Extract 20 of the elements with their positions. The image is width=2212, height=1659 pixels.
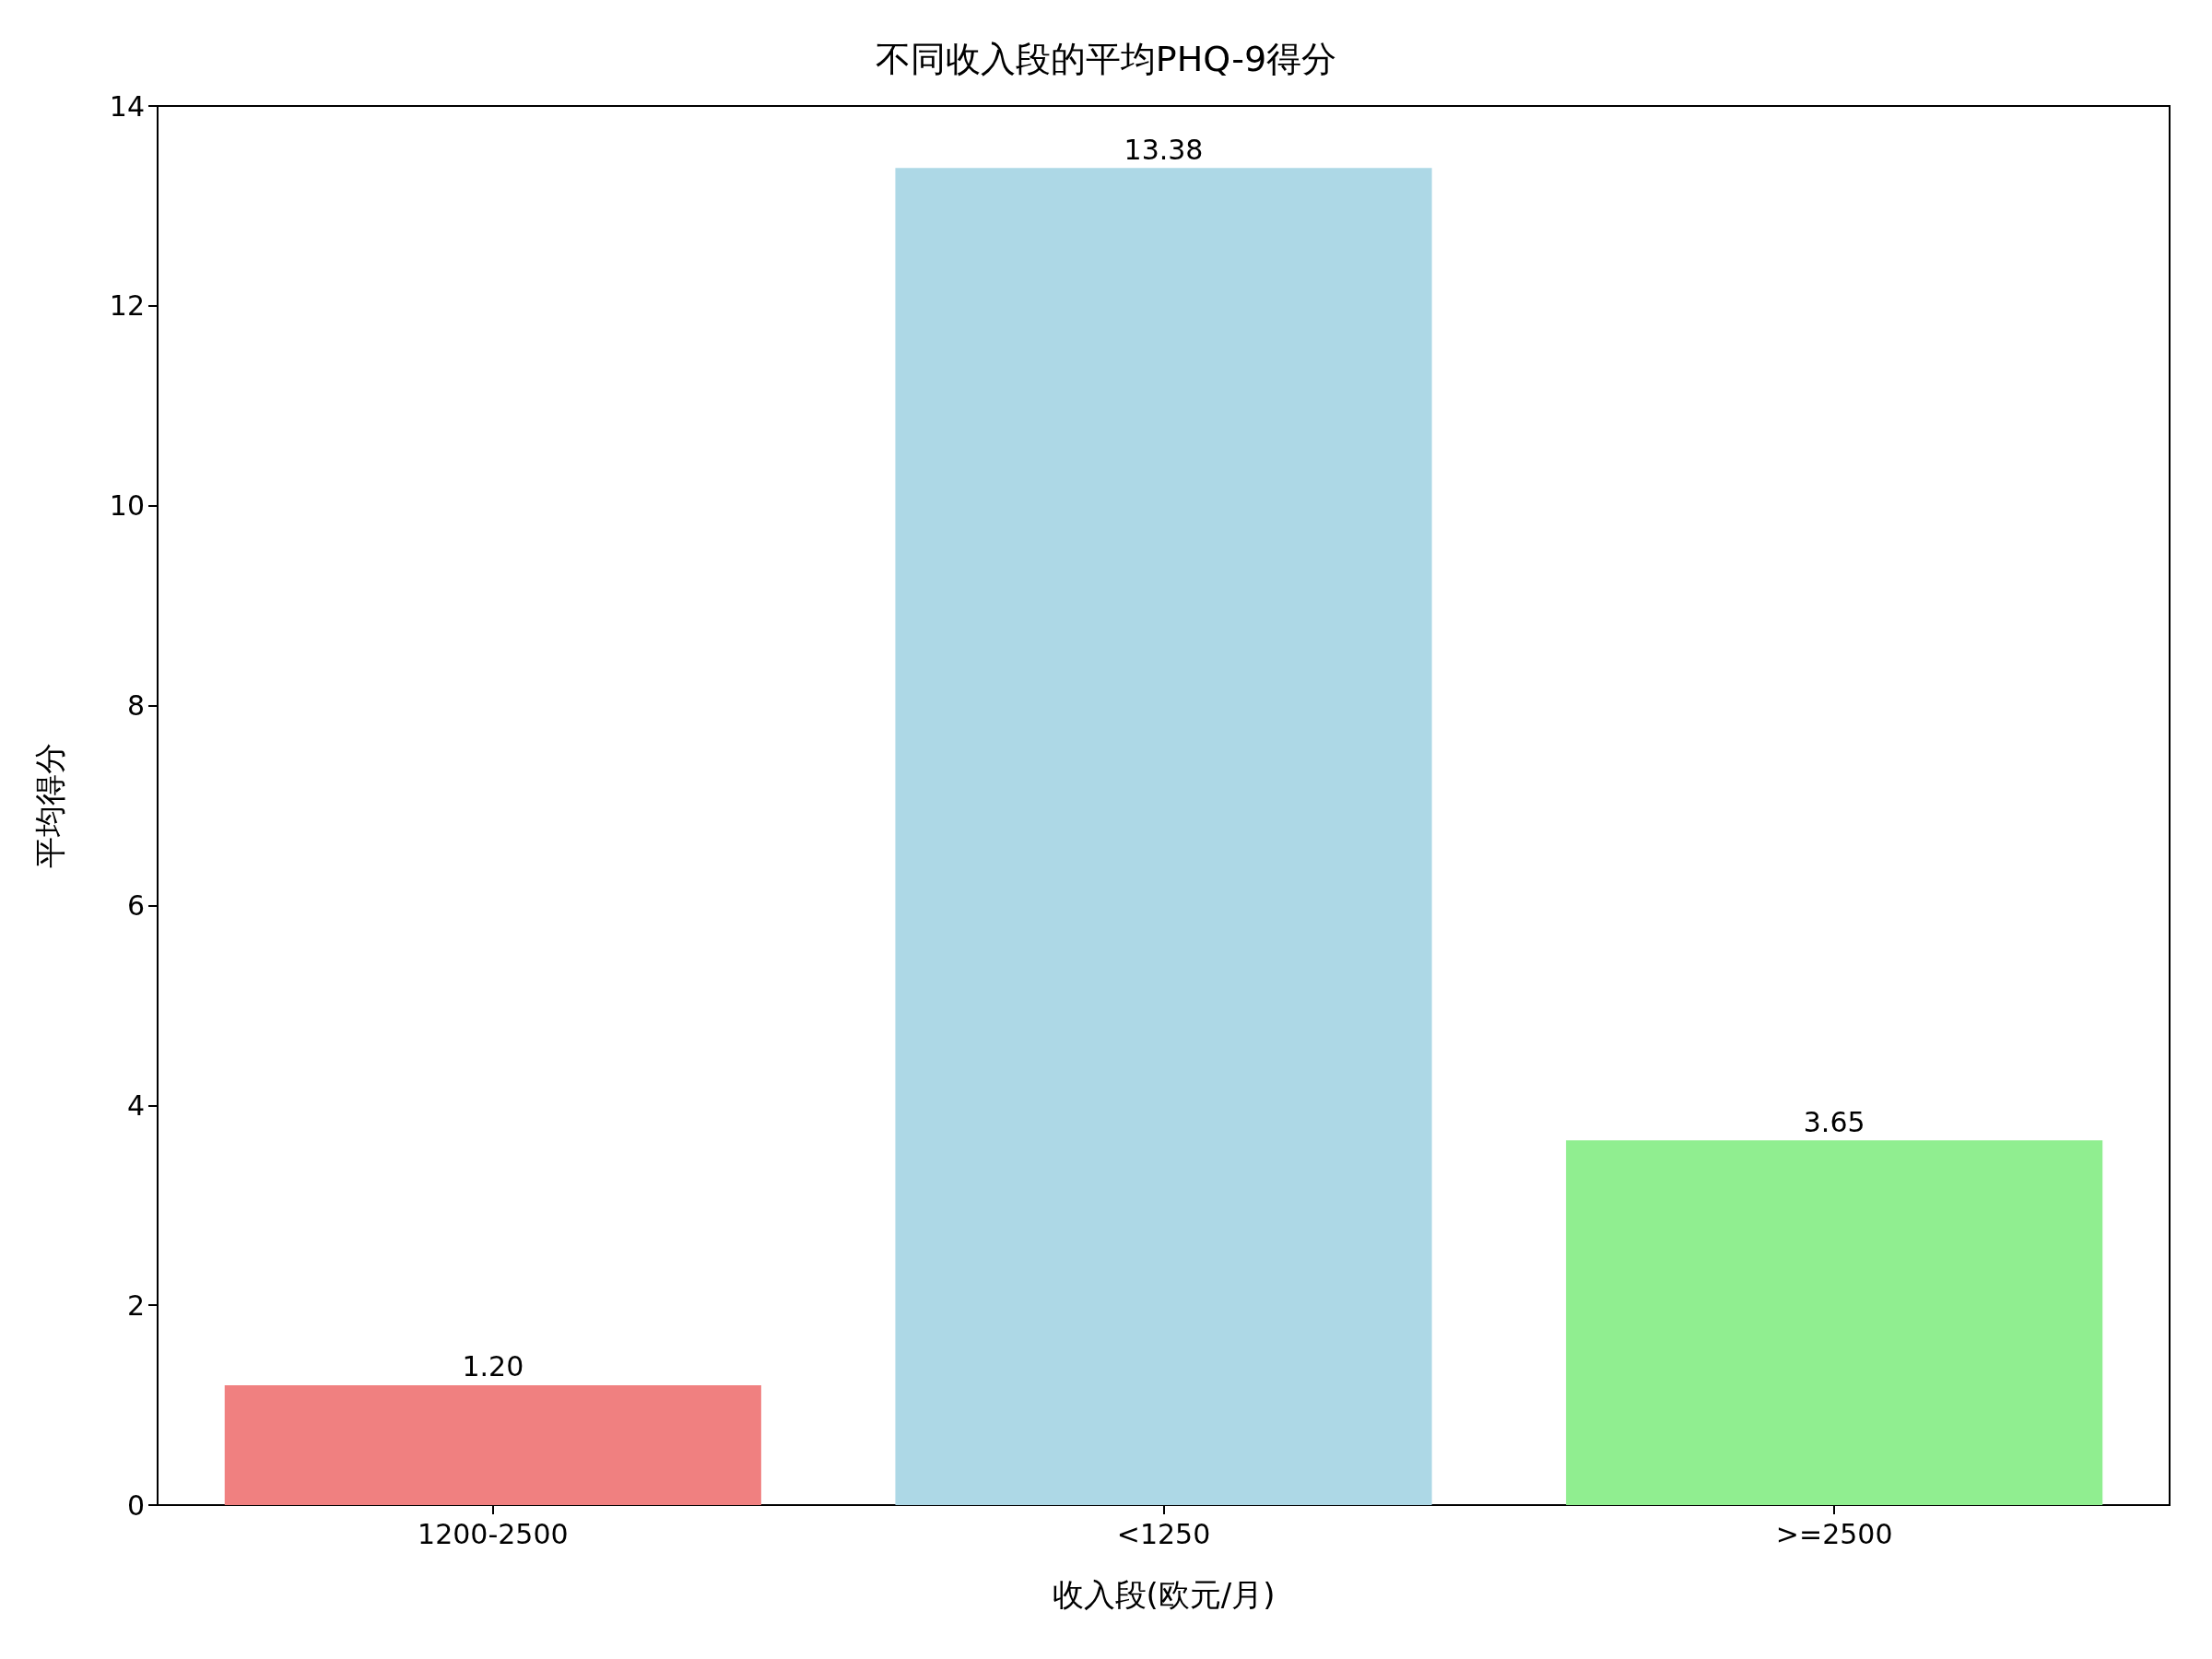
bar xyxy=(224,1384,761,1505)
y-tick-label: 0 xyxy=(126,1488,145,1522)
x-axis-title: 收入段(欧元/月) xyxy=(1052,1576,1276,1613)
x-tick-label: <1250 xyxy=(1116,1517,1211,1550)
y-tick-label: 12 xyxy=(109,289,145,323)
data-label: 3.65 xyxy=(1803,1105,1865,1138)
y-tick-label: 10 xyxy=(109,489,145,523)
y-tick-label: 14 xyxy=(109,89,145,123)
bar xyxy=(1566,1140,2103,1505)
x-tick-label: >=2500 xyxy=(1775,1517,1893,1550)
y-tick-label: 4 xyxy=(126,1088,145,1122)
x-tick-label: 1200-2500 xyxy=(418,1517,569,1550)
data-label: 1.20 xyxy=(462,1350,524,1383)
y-tick-label: 8 xyxy=(126,689,145,723)
y-tick-label: 6 xyxy=(126,888,145,922)
data-label: 13.38 xyxy=(1124,133,1204,166)
chart-title: 不同收入段的平均PHQ-9得分 xyxy=(875,39,1337,79)
y-axis-title: 平均得分 xyxy=(31,743,68,868)
y-tick-label: 2 xyxy=(126,1288,145,1322)
bar xyxy=(895,168,1432,1505)
